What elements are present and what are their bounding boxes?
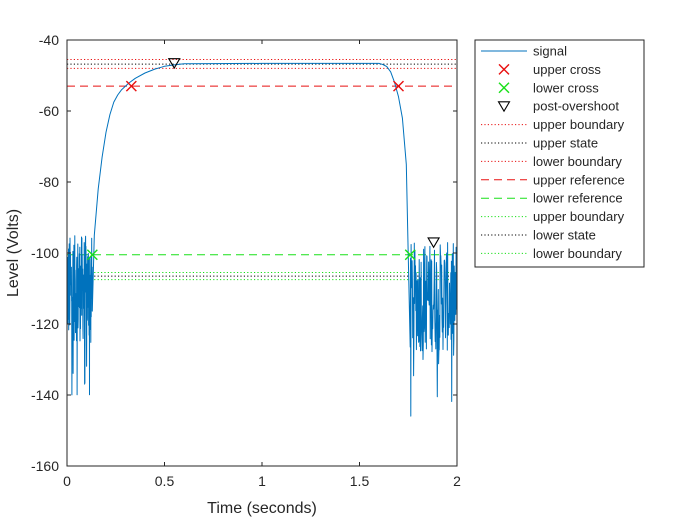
legend-box xyxy=(474,39,645,268)
legend-item-upper-state: upper state xyxy=(481,136,598,151)
legend-label: upper reference xyxy=(533,172,625,187)
legend-items: signal upper cross lower cross post-oversho… xyxy=(481,44,625,261)
legend-label: upper cross xyxy=(533,62,601,77)
legend-item-post-overshoot: post-overshoot xyxy=(497,99,619,114)
x-tick-label: 2 xyxy=(453,473,461,489)
post-overshoot-marker xyxy=(427,237,441,249)
axes-background xyxy=(67,40,457,466)
legend-label: lower boundary xyxy=(533,246,622,261)
legend-item-upper-reference: upper reference xyxy=(481,172,625,187)
legend-item-lower-boundary: lower boundary xyxy=(481,246,622,261)
y-tick-label: -60 xyxy=(39,103,59,119)
upper-cross-marker xyxy=(125,80,137,92)
legend-label: upper boundary xyxy=(533,117,625,132)
y-tick-label: -120 xyxy=(31,316,59,332)
legend-label: upper boundary xyxy=(533,209,625,224)
markers-layer xyxy=(86,58,441,261)
ticks-layer: 0 0.5 1 1.5 2 -160 -140 -120 -100 -80 -60 -40 xyxy=(31,32,461,489)
plot-area xyxy=(66,39,458,467)
x-tick-label: 0 xyxy=(63,473,71,489)
legend-label: lower reference xyxy=(533,191,623,206)
signal-layer xyxy=(66,62,458,417)
y-tick-label: -140 xyxy=(31,387,59,403)
y-tick-label: -80 xyxy=(39,174,59,190)
signal-line xyxy=(66,62,458,417)
x-axis-label: Time (seconds) xyxy=(207,500,317,517)
y-tick-label: -100 xyxy=(31,245,59,261)
legend-label: lower state xyxy=(533,228,596,243)
y-tick-label: -160 xyxy=(31,458,59,474)
legend-item-signal: signal xyxy=(481,44,567,59)
legend-label: lower cross xyxy=(533,80,599,95)
legend-item-lower-boundary: lower boundary xyxy=(481,154,622,169)
legend-item-lower-state: lower state xyxy=(481,228,596,243)
y-axis-label: Level (Volts) xyxy=(5,209,22,297)
legend-swatch xyxy=(497,101,511,113)
legend-item-upper-cross: upper cross xyxy=(498,62,601,77)
legend-label: lower boundary xyxy=(533,154,622,169)
legend-label: signal xyxy=(533,44,567,59)
upper-cross-marker xyxy=(393,80,404,92)
legend-item-upper-boundary: upper boundary xyxy=(481,117,625,132)
lower-cross-marker xyxy=(404,249,416,261)
legend-label: upper state xyxy=(533,136,598,151)
x-tick-label: 0.5 xyxy=(155,473,175,489)
post-overshoot-marker xyxy=(167,58,181,70)
legend-swatch xyxy=(498,82,510,94)
legend-item-lower-reference: lower reference xyxy=(481,191,623,206)
x-tick-label: 1.5 xyxy=(350,473,370,489)
legend-item-lower-cross: lower cross xyxy=(498,80,599,95)
x-tick-label: 1 xyxy=(258,473,266,489)
legend-swatch xyxy=(498,63,510,75)
y-tick-label: -40 xyxy=(39,32,59,48)
legend-item-upper-boundary: upper boundary xyxy=(481,209,625,224)
legend-label: post-overshoot xyxy=(533,99,619,114)
legend: signal upper cross lower cross post-oversho… xyxy=(474,39,645,268)
lower-cross-marker xyxy=(86,249,98,261)
